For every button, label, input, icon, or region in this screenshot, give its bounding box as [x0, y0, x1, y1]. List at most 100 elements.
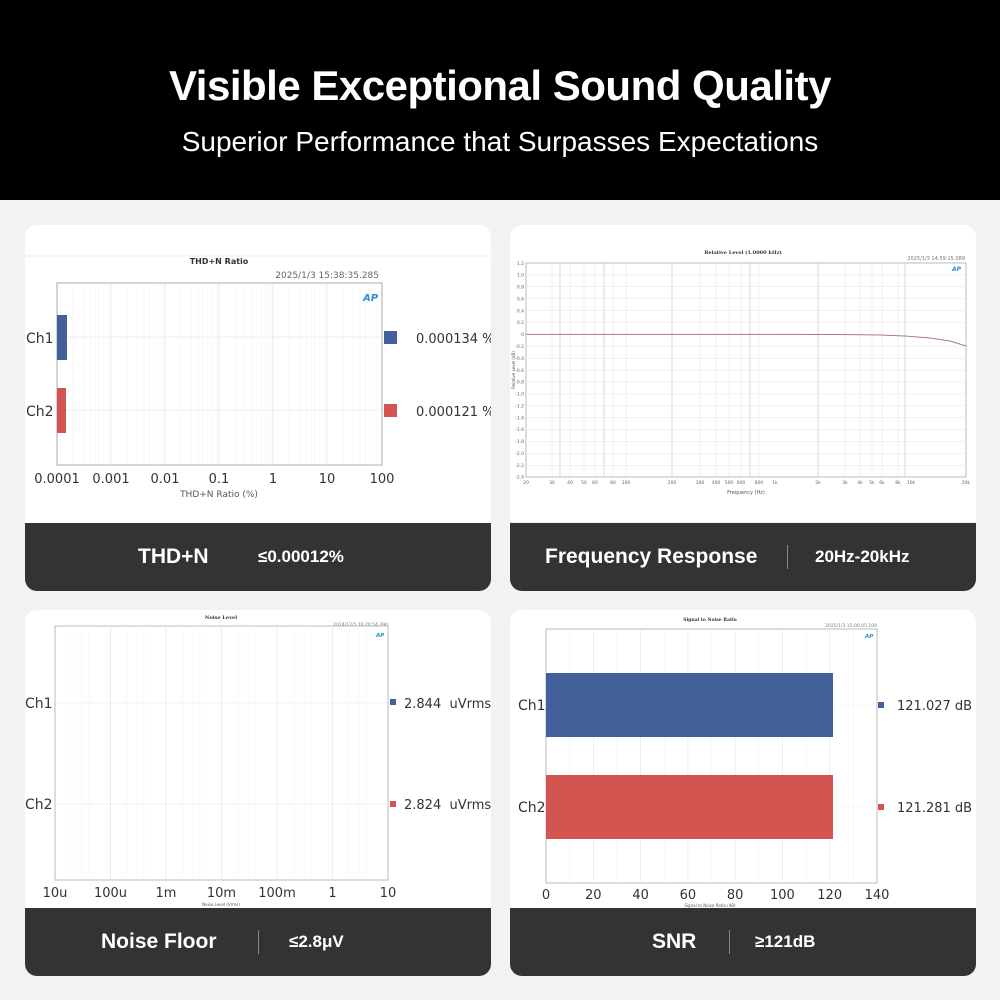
- svg-text:0.8: 0.8: [517, 285, 524, 291]
- svg-text:0.4: 0.4: [517, 309, 524, 315]
- svg-text:0.0001: 0.0001: [34, 472, 80, 487]
- noise-footer-divider: [258, 930, 259, 954]
- svg-text:100: 100: [370, 472, 395, 487]
- svg-text:-0.6: -0.6: [515, 368, 524, 374]
- freq-footer-divider: [787, 545, 788, 569]
- svg-text:8k: 8k: [895, 480, 901, 486]
- noise-legend-ch1-swatch: [390, 699, 396, 705]
- svg-text:100: 100: [622, 480, 631, 486]
- thdn-bar-ch1: [57, 315, 67, 360]
- snr-legend-ch2-swatch: [878, 804, 884, 810]
- noise-legend-ch2-swatch: [390, 801, 396, 807]
- svg-text:5k: 5k: [869, 480, 875, 486]
- svg-text:800: 800: [755, 480, 764, 486]
- ap-logo-icon: AP: [362, 293, 379, 304]
- frequency-response-curve: [526, 333, 967, 347]
- noise-timestamp: 2024/12/5 16:20:54.390: [333, 622, 388, 628]
- snr-bar-ch2: [546, 775, 833, 839]
- svg-text:200: 200: [668, 480, 677, 486]
- snr-chart-title: Signal to Noise Ratio: [683, 617, 737, 623]
- thdn-legend-ch2-swatch: [384, 404, 397, 417]
- noise-floor-card: Noise Level 2024/12/5 16:20:54.390 AP Ch…: [25, 610, 491, 976]
- thdn-footer-metric: THD+N: [138, 545, 209, 568]
- freq-x-ticks: 20 30 40 50 60 80 100 200 300 400 500 60…: [523, 480, 970, 486]
- noise-footer: Noise Floor ≤2.8μV: [25, 908, 491, 976]
- svg-text:-2.4: -2.4: [515, 475, 524, 481]
- svg-text:10: 10: [380, 886, 397, 901]
- svg-text:300: 300: [696, 480, 705, 486]
- freq-grid: [526, 263, 966, 477]
- noise-xlabel: Noise Level (Vrms): [202, 902, 240, 907]
- thdn-chart: THD+N Ratio 2025/1/3 15:38:35.285 AP Ch1…: [25, 255, 491, 500]
- svg-text:3k: 3k: [842, 480, 848, 486]
- thdn-bar-ch2: [57, 388, 66, 433]
- noise-footer-metric: Noise Floor: [101, 930, 217, 953]
- svg-text:100u: 100u: [94, 886, 127, 901]
- freq-footer-value: 20Hz-20kHz: [815, 547, 910, 566]
- snr-x-ticks: 0 20 40 60 80 100 120 140: [542, 888, 890, 903]
- svg-text:0.2: 0.2: [517, 320, 524, 326]
- ap-logo-icon: AP: [864, 634, 873, 640]
- ap-logo-icon: AP: [375, 633, 384, 639]
- svg-text:20: 20: [523, 480, 529, 486]
- svg-text:-1.8: -1.8: [515, 439, 524, 445]
- snr-footer: SNR ≥121dB: [510, 908, 976, 976]
- thdn-timestamp: 2025/1/3 15:38:35.285: [275, 271, 379, 281]
- svg-text:10u: 10u: [43, 886, 68, 901]
- snr-footer-metric: SNR: [652, 930, 697, 953]
- svg-text:50: 50: [581, 480, 587, 486]
- noise-ch2-value: 2.824 uVrms: [404, 798, 491, 813]
- freq-footer: Frequency Response 20Hz-20kHz: [510, 523, 976, 591]
- thdn-ch2-value: 0.000121 %: [416, 405, 491, 420]
- freq-timestamp: 2025/1/3 14:59:15.089: [907, 256, 965, 262]
- snr-timestamp: 2025/1/3 15:00:05.109: [825, 623, 877, 629]
- page-title: Visible Exceptional Sound Quality: [169, 62, 831, 109]
- svg-text:-1.0: -1.0: [515, 392, 524, 398]
- thdn-ch2-label: Ch2: [26, 404, 54, 420]
- svg-text:30: 30: [549, 480, 555, 486]
- noise-chart-title: Noise Level: [205, 615, 237, 621]
- noise-ch1-label: Ch1: [25, 696, 53, 712]
- freq-footer-metric: Frequency Response: [545, 545, 758, 568]
- snr-chart: Signal to Noise Ratio 2025/1/3 15:00:05.…: [518, 617, 972, 908]
- snr-bar-ch1: [546, 673, 833, 737]
- svg-text:2k: 2k: [815, 480, 821, 486]
- snr-ch2-label: Ch2: [518, 800, 546, 816]
- svg-text:6k: 6k: [879, 480, 885, 486]
- svg-text:120: 120: [817, 888, 842, 903]
- svg-text:500: 500: [725, 480, 734, 486]
- svg-text:80: 80: [610, 480, 616, 486]
- thdn-legend-ch1-swatch: [384, 331, 397, 344]
- thdn-x-ticks: 0.0001 0.001 0.01 0.1 1 10 100: [34, 472, 394, 487]
- snr-footer-value: ≥121dB: [755, 932, 816, 951]
- svg-text:-1.6: -1.6: [515, 427, 524, 433]
- snr-legend-ch1-swatch: [878, 702, 884, 708]
- noise-floor-chart: Noise Level 2024/12/5 16:20:54.390 AP Ch…: [25, 615, 491, 907]
- freq-y-ticks: 1.2 1.0 0.8 0.6 0.4 0.2 0 -0.2 -0.4 -0.6…: [515, 261, 524, 481]
- svg-text:600: 600: [737, 480, 746, 486]
- thdn-card: THD+N Ratio 2025/1/3 15:38:35.285 AP Ch1…: [25, 225, 491, 591]
- thdn-ch1-value: 0.000134 %: [416, 332, 491, 347]
- svg-text:0.01: 0.01: [151, 472, 180, 487]
- svg-text:60: 60: [680, 888, 697, 903]
- svg-text:-2.0: -2.0: [515, 451, 524, 457]
- snr-xlabel: Signal to Noise Ratio (dB): [684, 903, 736, 908]
- noise-x-ticks: 10u 100u 1m 10m 100m 1 10: [43, 886, 397, 901]
- svg-text:1: 1: [328, 886, 336, 901]
- svg-text:80: 80: [727, 888, 744, 903]
- svg-text:10k: 10k: [907, 480, 916, 486]
- svg-text:1.2: 1.2: [517, 261, 524, 267]
- svg-text:4k: 4k: [857, 480, 863, 486]
- svg-text:-0.2: -0.2: [515, 344, 524, 350]
- page-subtitle: Superior Performance that Surpasses Expe…: [181, 126, 819, 157]
- svg-text:-1.4: -1.4: [515, 416, 524, 422]
- svg-text:1.0: 1.0: [517, 273, 524, 279]
- svg-text:10m: 10m: [207, 886, 236, 901]
- snr-ch2-value: 121.281 dB: [897, 801, 972, 816]
- hero-banner: Visible Exceptional Sound Quality Superi…: [0, 0, 1000, 200]
- svg-text:0: 0: [542, 888, 550, 903]
- svg-text:40: 40: [632, 888, 649, 903]
- noise-footer-value: ≤2.8μV: [289, 932, 344, 951]
- svg-text:400: 400: [712, 480, 721, 486]
- snr-card: Signal to Noise Ratio 2025/1/3 15:00:05.…: [510, 610, 976, 976]
